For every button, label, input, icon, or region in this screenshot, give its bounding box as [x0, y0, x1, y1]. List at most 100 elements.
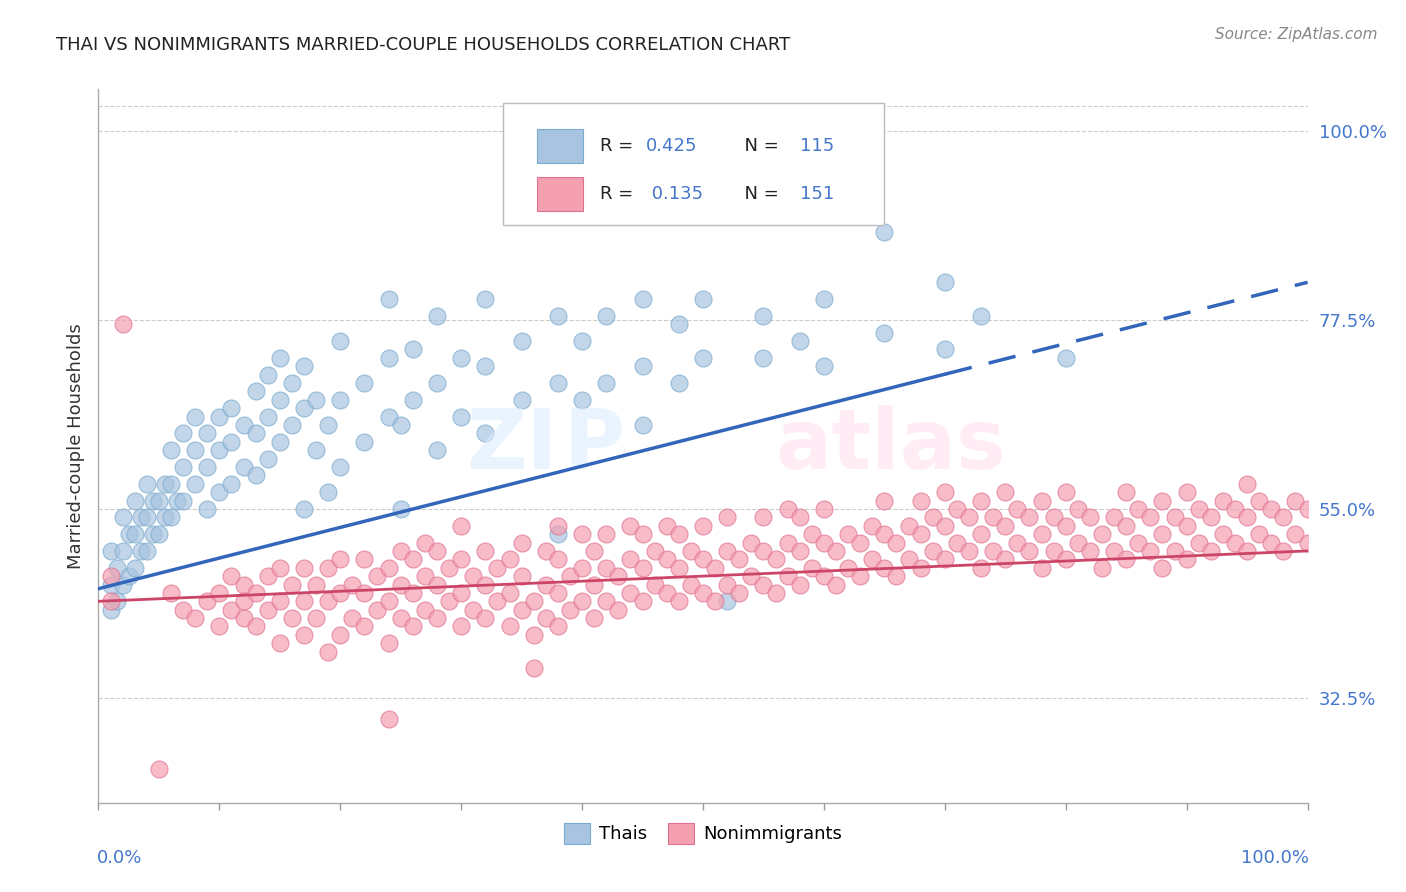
- Point: [100, 577, 122, 591]
- Point: [547, 552, 569, 566]
- Point: [765, 586, 787, 600]
- Point: [523, 661, 546, 675]
- Point: [195, 502, 218, 516]
- FancyBboxPatch shape: [537, 177, 583, 211]
- Point: [631, 292, 654, 306]
- Point: [583, 611, 606, 625]
- Point: [269, 594, 291, 608]
- Point: [426, 443, 449, 458]
- Point: [558, 569, 581, 583]
- Text: N =: N =: [734, 137, 785, 155]
- Point: [668, 318, 690, 332]
- Point: [571, 527, 593, 541]
- Point: [752, 351, 775, 365]
- Point: [329, 552, 352, 566]
- Point: [1128, 502, 1150, 516]
- Point: [124, 527, 146, 541]
- Point: [547, 376, 569, 390]
- Point: [474, 426, 496, 441]
- Point: [353, 586, 375, 600]
- Point: [353, 434, 375, 449]
- Point: [292, 401, 315, 416]
- Point: [1115, 552, 1137, 566]
- Point: [486, 560, 509, 574]
- Point: [1115, 518, 1137, 533]
- Point: [789, 510, 811, 524]
- Point: [595, 560, 617, 574]
- Point: [547, 619, 569, 633]
- Point: [886, 535, 908, 549]
- Point: [668, 594, 690, 608]
- Point: [776, 569, 799, 583]
- Point: [1042, 510, 1064, 524]
- Point: [523, 594, 546, 608]
- Point: [316, 485, 339, 500]
- Text: N =: N =: [734, 186, 785, 203]
- Point: [437, 594, 460, 608]
- Point: [292, 359, 315, 374]
- Point: [153, 510, 176, 524]
- Point: [1199, 510, 1222, 524]
- Point: [1284, 493, 1306, 508]
- Point: [704, 560, 727, 574]
- Point: [316, 645, 339, 659]
- Point: [994, 552, 1017, 566]
- Point: [437, 560, 460, 574]
- Point: [873, 225, 896, 239]
- Point: [221, 401, 243, 416]
- Point: [1102, 544, 1125, 558]
- Point: [208, 586, 231, 600]
- Point: [366, 603, 388, 617]
- Point: [105, 560, 128, 574]
- Point: [547, 586, 569, 600]
- Point: [389, 611, 412, 625]
- Point: [1054, 518, 1077, 533]
- Point: [450, 586, 472, 600]
- Point: [740, 569, 762, 583]
- Point: [813, 535, 835, 549]
- Point: [934, 552, 956, 566]
- Point: [631, 417, 654, 432]
- Point: [1175, 552, 1198, 566]
- Point: [1031, 560, 1053, 574]
- Point: [1115, 485, 1137, 500]
- Point: [245, 619, 267, 633]
- Point: [910, 527, 932, 541]
- Point: [558, 603, 581, 617]
- Point: [195, 594, 218, 608]
- Point: [716, 544, 738, 558]
- Point: [1223, 535, 1246, 549]
- Point: [981, 544, 1004, 558]
- Point: [269, 351, 291, 365]
- Point: [160, 510, 183, 524]
- Point: [1091, 560, 1114, 574]
- Text: Source: ZipAtlas.com: Source: ZipAtlas.com: [1215, 27, 1378, 42]
- Point: [1223, 502, 1246, 516]
- Point: [1175, 485, 1198, 500]
- Point: [245, 384, 267, 399]
- Point: [1031, 527, 1053, 541]
- Point: [426, 309, 449, 323]
- Point: [426, 544, 449, 558]
- Point: [837, 527, 859, 541]
- Point: [1152, 560, 1174, 574]
- Point: [1054, 552, 1077, 566]
- Point: [1007, 502, 1029, 516]
- Point: [1212, 527, 1234, 541]
- Point: [655, 518, 678, 533]
- Point: [607, 569, 630, 583]
- Point: [129, 544, 152, 558]
- Point: [184, 443, 207, 458]
- Point: [679, 544, 702, 558]
- Point: [245, 586, 267, 600]
- Point: [232, 417, 254, 432]
- Point: [195, 426, 218, 441]
- Point: [221, 434, 243, 449]
- Point: [172, 493, 194, 508]
- Point: [413, 603, 436, 617]
- Point: [292, 628, 315, 642]
- Point: [644, 544, 666, 558]
- Text: 100.0%: 100.0%: [1240, 849, 1309, 867]
- Point: [111, 318, 134, 332]
- Point: [934, 518, 956, 533]
